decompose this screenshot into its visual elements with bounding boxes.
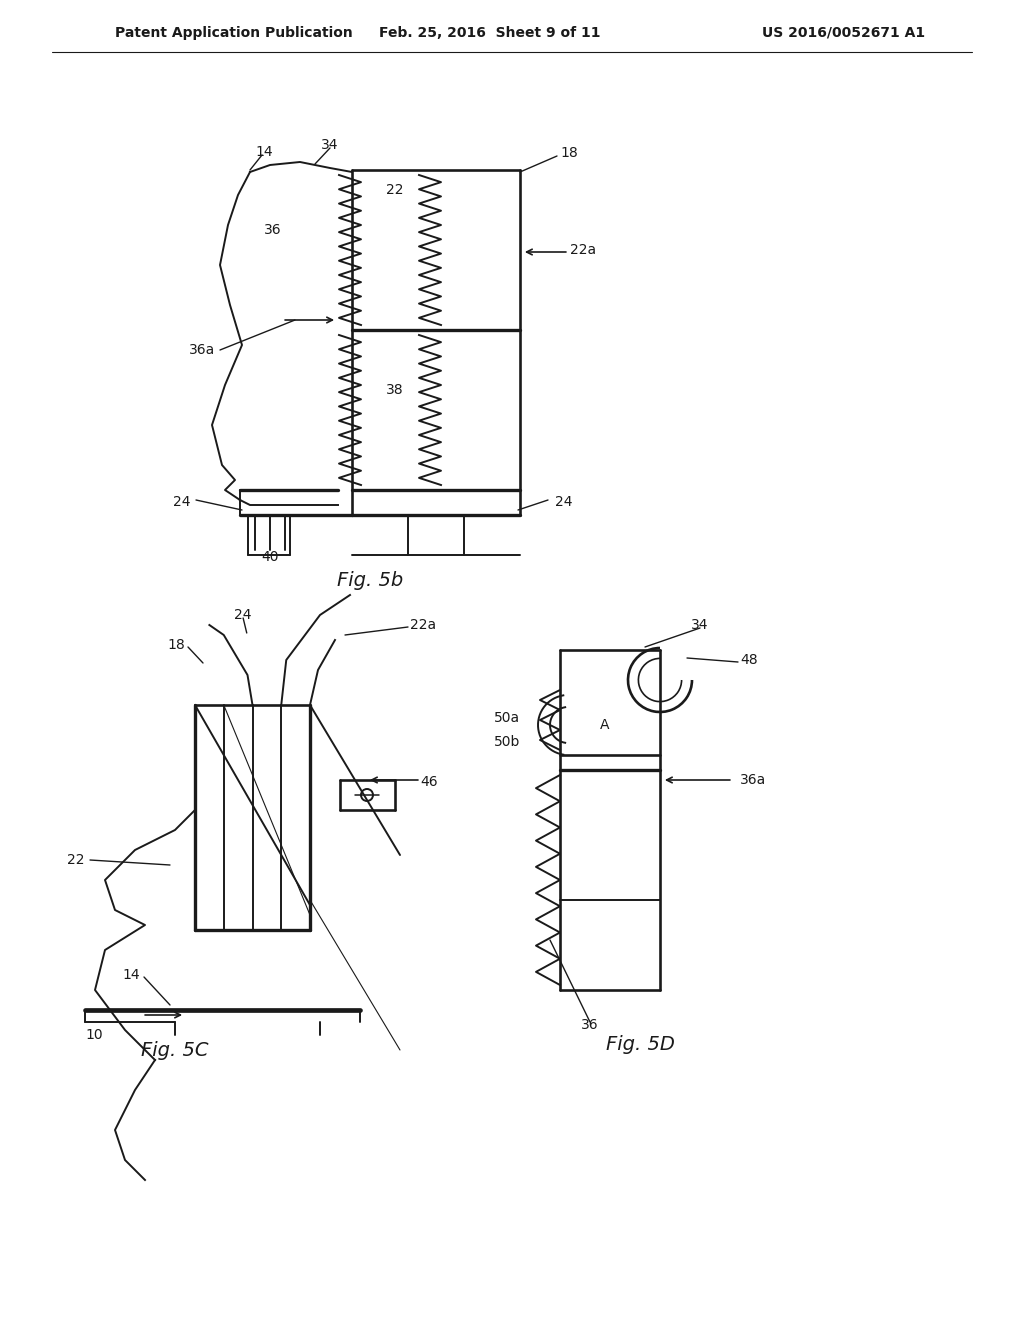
- Text: 14: 14: [255, 145, 272, 158]
- Text: 10: 10: [85, 1028, 102, 1041]
- Text: Fig. 5C: Fig. 5C: [141, 1040, 209, 1060]
- Text: 22: 22: [386, 183, 403, 197]
- Text: Feb. 25, 2016  Sheet 9 of 11: Feb. 25, 2016 Sheet 9 of 11: [379, 26, 601, 40]
- Text: 48: 48: [740, 653, 758, 667]
- Text: 40: 40: [261, 550, 279, 564]
- Text: 34: 34: [322, 139, 339, 152]
- Text: 18: 18: [167, 638, 185, 652]
- Text: 14: 14: [123, 968, 140, 982]
- Text: 34: 34: [691, 618, 709, 632]
- Text: 50a: 50a: [494, 711, 520, 725]
- Text: 24: 24: [555, 495, 572, 510]
- Text: Fig. 5b: Fig. 5b: [337, 570, 403, 590]
- Text: 36a: 36a: [740, 774, 766, 787]
- Text: Patent Application Publication: Patent Application Publication: [115, 26, 352, 40]
- Text: 36a: 36a: [188, 343, 215, 356]
- Text: 38: 38: [386, 383, 403, 397]
- Text: 22: 22: [68, 853, 85, 867]
- Text: Fig. 5D: Fig. 5D: [605, 1035, 675, 1055]
- Text: 50b: 50b: [494, 735, 520, 748]
- Text: US 2016/0052671 A1: US 2016/0052671 A1: [762, 26, 925, 40]
- Text: 22a: 22a: [570, 243, 596, 257]
- Text: A: A: [600, 718, 609, 733]
- Text: 24: 24: [172, 495, 190, 510]
- Text: 24: 24: [234, 609, 252, 622]
- Text: 46: 46: [420, 775, 437, 789]
- Text: 18: 18: [560, 147, 578, 160]
- Text: 36: 36: [264, 223, 282, 238]
- Text: 22a: 22a: [410, 618, 436, 632]
- Text: 36: 36: [582, 1018, 599, 1032]
